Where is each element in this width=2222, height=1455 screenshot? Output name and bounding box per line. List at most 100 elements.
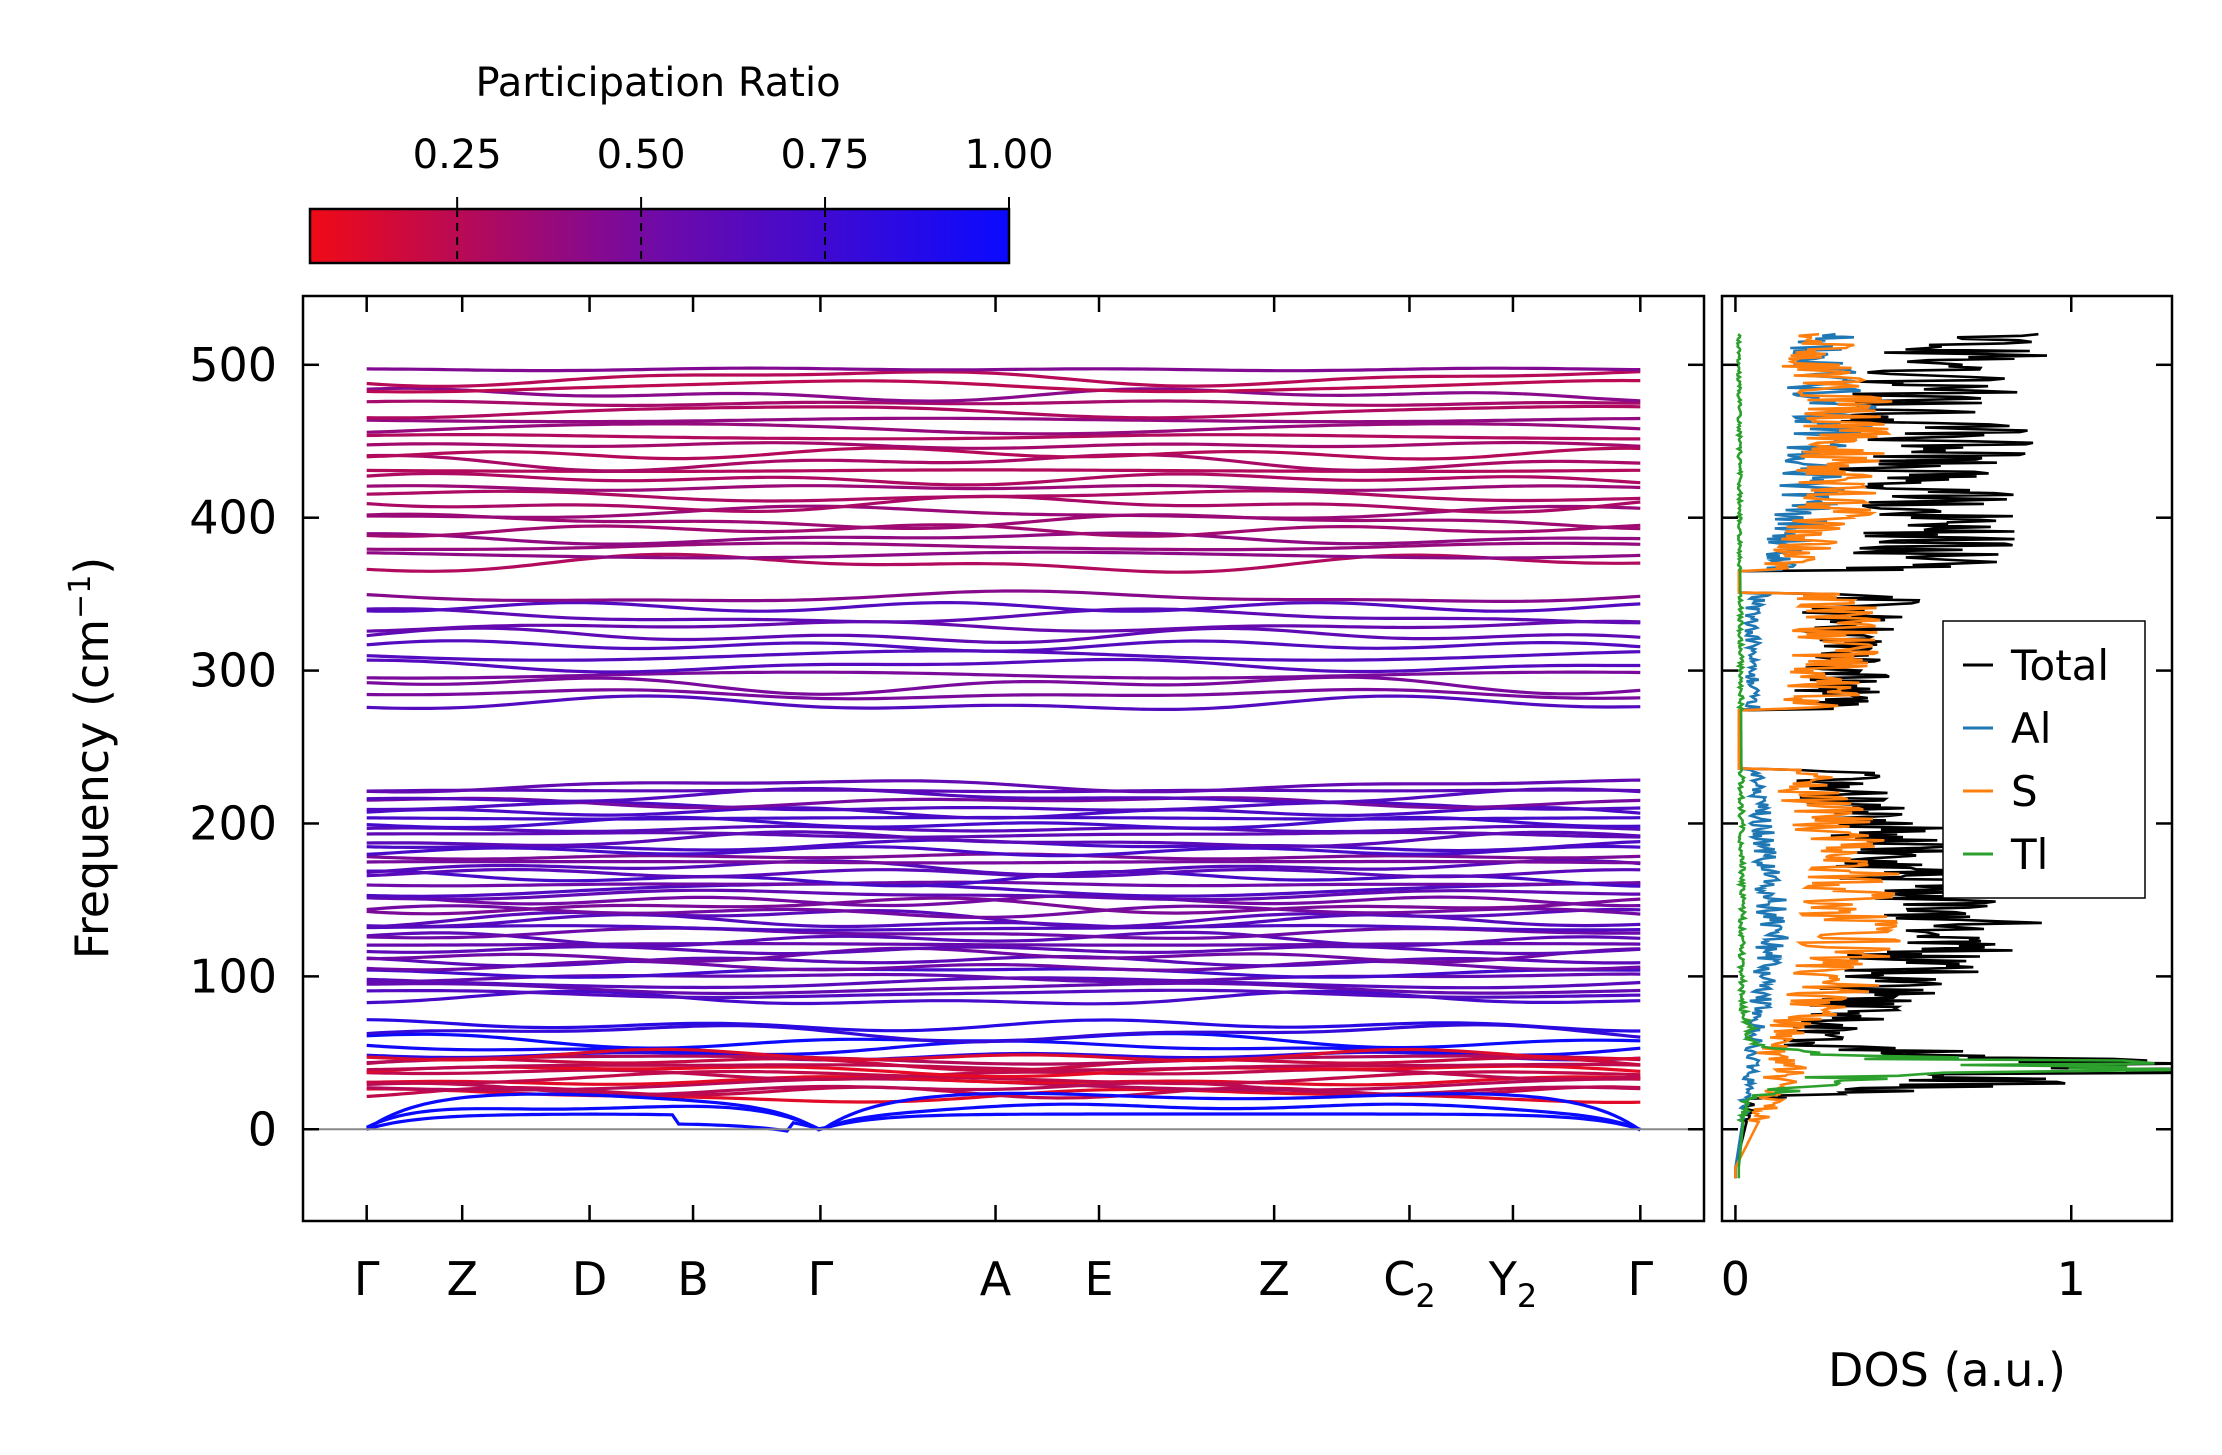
legend-frame <box>1942 620 2146 899</box>
frequency-tick-label: 100 <box>189 949 277 1003</box>
phonon-band <box>366 657 1641 674</box>
phonon-band <box>366 366 1641 373</box>
phonon-band <box>366 607 1641 625</box>
phonon-band <box>366 1075 1641 1087</box>
phonon-band <box>366 416 1641 424</box>
colorbar-gradient <box>308 207 1011 265</box>
dos-legend: Total Al S Tl <box>1942 620 2146 899</box>
phonon-band <box>366 670 1641 680</box>
phonon-band <box>366 858 1641 877</box>
kpoint-label: Γ <box>808 1252 834 1306</box>
phonon-band <box>366 422 1641 436</box>
phonon-band <box>366 1062 1641 1072</box>
kpoint-label: E <box>1084 1252 1113 1306</box>
phonon-band <box>366 512 1641 531</box>
band-plot-frame <box>301 294 1706 1223</box>
dos-tick-label: 1 <box>2057 1252 2086 1306</box>
frequency-axis: 0 100 200 300 400 500 <box>189 338 1704 1156</box>
phonon-band <box>366 471 1641 487</box>
acoustic-band <box>366 1112 1641 1133</box>
phonon-band <box>366 601 1641 613</box>
phonon-band <box>366 981 1641 996</box>
phonon-band <box>366 489 1641 503</box>
kpoint-label: Z <box>446 1252 478 1306</box>
colorbar-tick-label: 0.25 <box>413 132 502 178</box>
phonon-band <box>366 888 1641 902</box>
phonon-band <box>366 440 1641 450</box>
phonon-band <box>366 944 1641 956</box>
dos-tick-label: 0 <box>1721 1252 1750 1306</box>
phonon-band <box>366 830 1641 848</box>
dos-curve-s <box>1734 332 1901 1179</box>
colorbar-ticks: 0.25 0.50 0.75 1.00 <box>413 132 1054 263</box>
frequency-tick-label: 200 <box>189 796 277 850</box>
frequency-axis-label: Frequency (cm−1) <box>63 557 119 960</box>
phonon-band <box>366 675 1641 696</box>
kpoint-label: D <box>572 1252 607 1306</box>
frequency-tick-label: 500 <box>189 338 277 392</box>
phonon-band <box>366 446 1641 461</box>
phonon-band <box>366 788 1641 794</box>
phonon-band <box>366 923 1641 932</box>
phonon-band <box>366 1047 1641 1063</box>
phonon-band <box>366 552 1641 574</box>
phonon-band <box>366 904 1641 919</box>
phonon-band <box>366 844 1641 858</box>
phonon-band <box>366 805 1641 820</box>
phonon-band <box>366 531 1641 546</box>
dos-frequency-ticks <box>1722 363 2172 1131</box>
acoustic-band <box>366 1102 1641 1132</box>
phonon-band <box>366 386 1641 403</box>
phonon-band <box>366 830 1641 839</box>
frequency-tick-label: 0 <box>248 1102 277 1156</box>
kpoint-label: C2 <box>1383 1252 1435 1315</box>
phonon-band <box>366 541 1641 552</box>
phonon-band <box>366 378 1641 394</box>
legend-label: S <box>2011 767 2038 816</box>
phonon-band <box>366 787 1641 804</box>
phonon-band <box>366 626 1641 644</box>
phonon-band <box>366 824 1641 834</box>
phonon-band <box>366 946 1641 964</box>
kpoint-label: Γ <box>1627 1252 1653 1306</box>
phonon-band <box>366 893 1641 908</box>
phonon-band <box>366 504 1641 520</box>
phonon-band <box>366 619 1641 633</box>
phonon-band <box>366 550 1641 560</box>
colorbar-title: Participation Ratio <box>475 60 840 106</box>
colorbar: Participation Ratio 0.25 0.50 0.75 1.00 <box>308 60 1054 265</box>
kpoint-label: B <box>677 1252 709 1306</box>
phonon-band <box>366 639 1641 653</box>
phonon-band <box>366 1064 1641 1079</box>
band-structure-panel: 0 100 200 300 400 500 Γ Z D B Γ A E Z C2 Y2 Γ Frequency… <box>63 294 1706 1315</box>
phonon-band <box>366 930 1641 948</box>
phonon-band <box>366 433 1641 441</box>
legend-label: Al <box>2011 704 2051 753</box>
legend-label: Tl <box>2010 830 2048 879</box>
dos-curve-tl <box>1734 333 2172 1179</box>
phonon-band <box>366 880 1641 888</box>
phonon-band <box>366 694 1641 711</box>
phonon-band <box>366 1056 1641 1072</box>
phonon-band <box>366 404 1641 420</box>
phonon-band <box>366 1018 1641 1033</box>
colorbar-tick-label: 1.00 <box>964 132 1053 178</box>
kpoint-label: A <box>980 1252 1012 1306</box>
phonon-band <box>366 687 1641 701</box>
phonon-band <box>366 452 1641 473</box>
dos-plot-frame <box>1720 294 2174 1223</box>
phonon-band <box>366 778 1641 794</box>
kpath-axis: Γ Z D B Γ A E Z C2 Y2 Γ <box>354 296 1653 1315</box>
phonon-band <box>366 967 1641 979</box>
phonon-band <box>366 1068 1641 1081</box>
kpoint-label: Y2 <box>1488 1252 1537 1315</box>
frequency-tick-label: 300 <box>189 644 277 698</box>
phonon-band <box>366 955 1641 968</box>
frequency-tick-label: 400 <box>189 491 277 545</box>
phonon-band <box>366 370 1641 389</box>
dos-axis-label: DOS (a.u.) <box>1828 1343 2066 1397</box>
phonon-band <box>366 1023 1641 1044</box>
